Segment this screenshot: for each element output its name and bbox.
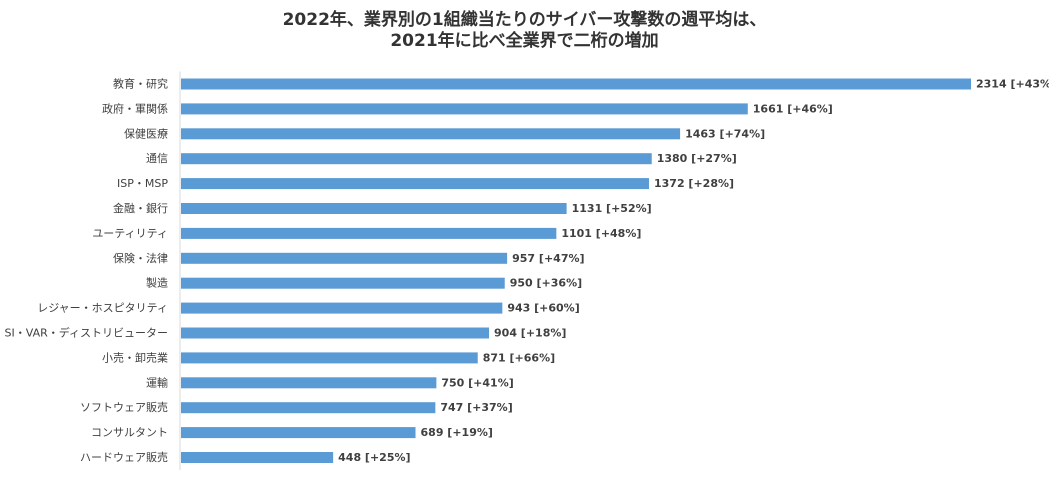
value-label: 871 [+66%] [483, 351, 555, 364]
bar [181, 452, 334, 463]
chart-title-line-1: 2022年、業界別の1組織当たりのサイバー攻撃数の週平均は、 [282, 10, 767, 30]
value-label: 1101 [+48%] [561, 227, 641, 240]
value-label: 689 [+19%] [421, 426, 493, 439]
bar-row: 保険・法律 957 [+47%] [113, 251, 585, 265]
bar [181, 203, 567, 214]
bar [181, 402, 436, 414]
value-label: 448 [+25%] [338, 451, 410, 464]
value-label: 1372 [+28%] [654, 177, 734, 190]
category-label: 小売・卸売業 [102, 350, 168, 364]
bar-row: 小売・卸売業 871 [+66%] [102, 350, 555, 364]
category-label: 製造 [146, 276, 168, 290]
category-label: ISP・MSP [117, 177, 168, 190]
category-label: SI・VAR・ディストリビューター [5, 326, 168, 340]
bar [181, 78, 971, 90]
bar [181, 252, 508, 264]
value-label: 1661 [+46%] [753, 102, 833, 115]
category-label: 保険・法律 [113, 251, 168, 265]
value-label: 1380 [+27%] [657, 152, 737, 165]
bar-row: 政府・軍関係 1661 [+46%] [102, 101, 833, 115]
bar [181, 277, 505, 289]
category-label: ハードウェア販売 [80, 451, 168, 464]
bar [181, 178, 649, 190]
chart-title: 2022年、業界別の1組織当たりのサイバー攻撃数の週平均は、 2021年に比べ全… [0, 10, 1049, 52]
bar [181, 427, 416, 439]
bar-row: コンサルタント 689 [+19%] [91, 426, 493, 439]
category-label: 通信 [146, 152, 168, 165]
bar-row: ISP・MSP 1372 [+28%] [117, 177, 734, 190]
bar-row: 保健医療 1463 [+74%] [124, 126, 765, 140]
bar [181, 153, 652, 165]
value-label: 950 [+36%] [510, 277, 582, 290]
bar [181, 227, 557, 239]
bar-row: ユーティリティ 1101 [+48%] [92, 227, 641, 240]
bar [181, 377, 437, 389]
category-label: 教育・研究 [113, 77, 168, 91]
bar-row: 運輸 750 [+41%] [146, 375, 514, 389]
bar-row: 通信 1380 [+27%] [146, 152, 737, 165]
bar [181, 352, 478, 364]
bar-row: 教育・研究 2314 [+43%] [113, 77, 1049, 91]
value-label: 1463 [+74%] [685, 127, 765, 140]
category-label: ユーティリティ [92, 227, 168, 240]
chart-title-line-2: 2021年に比べ全業界で二桁の増加 [390, 31, 659, 51]
bar-row: ソフトウェア販売 747 [+37%] [80, 401, 513, 414]
value-label: 2314 [+43%] [976, 78, 1049, 91]
category-label: 保健医療 [124, 126, 168, 140]
category-label: 金融・銀行 [113, 201, 168, 215]
value-label: 957 [+47%] [512, 252, 584, 265]
bar-row: ハードウェア販売 448 [+25%] [80, 451, 411, 464]
category-label: レジャー・ホスピタリティ [37, 302, 168, 315]
bar [181, 327, 490, 339]
value-label: 943 [+60%] [507, 302, 579, 315]
value-label: 750 [+41%] [441, 376, 513, 389]
bar-row: レジャー・ホスピタリティ 943 [+60%] [37, 302, 580, 315]
value-label: 747 [+37%] [440, 401, 512, 414]
bar [181, 302, 503, 314]
category-label: コンサルタント [91, 426, 168, 439]
bar [181, 103, 748, 115]
category-label: 政府・軍関係 [102, 101, 168, 115]
value-label: 904 [+18%] [494, 327, 566, 340]
bar-row: 製造 950 [+36%] [146, 276, 582, 290]
bar-row: 金融・銀行 1131 [+52%] [113, 201, 652, 215]
category-label: ソフトウェア販売 [80, 401, 168, 414]
category-label: 運輸 [146, 375, 168, 389]
bar-row: SI・VAR・ディストリビューター 904 [+18%] [5, 326, 567, 340]
bar [181, 128, 681, 140]
value-label: 1131 [+52%] [572, 202, 652, 215]
